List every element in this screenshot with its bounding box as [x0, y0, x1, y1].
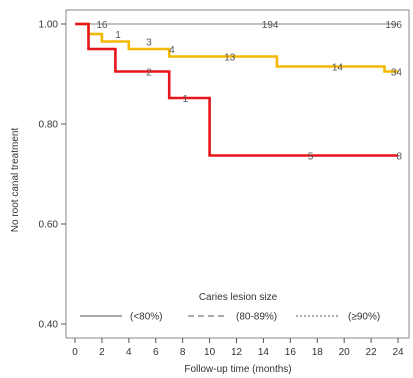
x-tick-label: 8 — [180, 347, 186, 358]
legend-label: (80-89%) — [236, 312, 277, 323]
risk-label: 4 — [169, 45, 175, 56]
risk-label: 13 — [224, 53, 236, 64]
risk-label: 16 — [96, 20, 108, 31]
plot-frame — [65, 9, 410, 339]
legend-title: Caries lesion size — [199, 292, 278, 303]
risk-label: 8 — [396, 152, 402, 163]
x-tick-label: 18 — [312, 347, 324, 358]
y-tick-label: 0.40 — [39, 320, 59, 331]
x-tick-label: 20 — [339, 347, 351, 358]
x-tick-label: 12 — [231, 347, 243, 358]
risk-label: 196 — [385, 20, 402, 31]
risk-label: 2 — [146, 68, 152, 79]
legend-label: (<80%) — [130, 312, 163, 323]
x-tick-label: 2 — [99, 347, 105, 358]
risk-label: 3 — [146, 38, 152, 49]
x-tick-label: 14 — [258, 347, 270, 358]
risk-label: 194 — [262, 20, 279, 31]
y-tick-label: 1.00 — [39, 20, 59, 31]
risk-label: 5 — [308, 152, 314, 163]
risk-label: 14 — [332, 63, 344, 74]
risk-label: 34 — [391, 68, 403, 79]
risk-label: 1 — [183, 94, 189, 105]
series-line-2 — [75, 22, 398, 157]
y-tick-label: 0.80 — [39, 120, 59, 131]
x-tick-label: 22 — [366, 347, 378, 358]
x-tick-label: 0 — [72, 347, 78, 358]
series-line-1 — [75, 22, 398, 73]
risk-label: 1 — [115, 30, 121, 41]
x-axis-title: Follow-up time (months) — [184, 364, 291, 375]
y-tick-label: 0.60 — [39, 220, 59, 231]
x-tick-label: 16 — [285, 347, 297, 358]
x-tick-label: 24 — [392, 347, 404, 358]
x-tick-label: 6 — [153, 347, 159, 358]
x-tick-label: 4 — [126, 347, 132, 358]
legend-label: (≥90%) — [348, 312, 380, 323]
y-axis-title: No root canal treatment — [10, 128, 21, 233]
x-tick-label: 10 — [204, 347, 216, 358]
